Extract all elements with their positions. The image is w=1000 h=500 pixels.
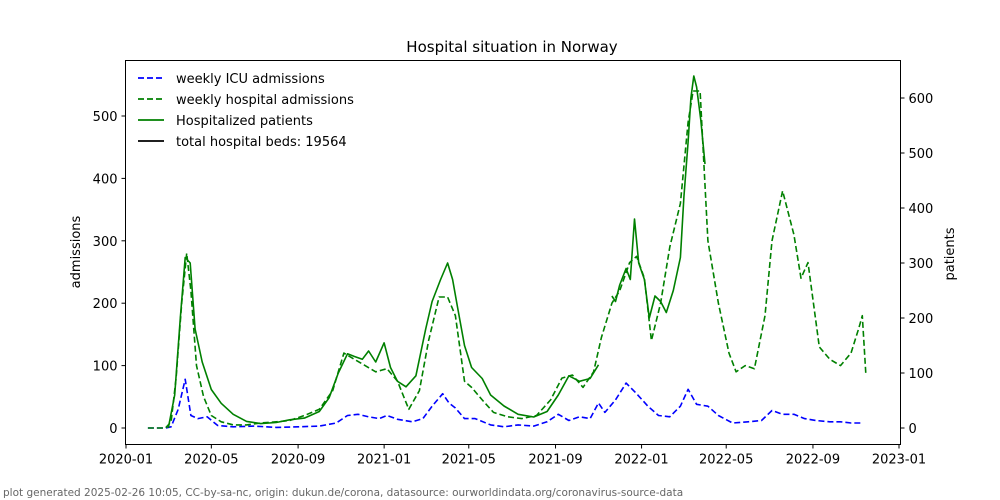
y-left-tick-label: 400 bbox=[93, 172, 118, 187]
legend-label: total hospital beds: 19564 bbox=[176, 135, 347, 150]
y-axis-right: 0 100 200 300 400 500 600 bbox=[900, 92, 934, 437]
x-axis: 2020-01 2020-05 2020-09 2021-01 2021-05 2021-… bbox=[99, 444, 926, 468]
y-left-tick-label: 100 bbox=[93, 360, 118, 375]
y-right-tick-label: 500 bbox=[909, 147, 934, 162]
series-line-2 bbox=[167, 256, 600, 429]
series-line-3 bbox=[611, 75, 706, 319]
x-tick-label: 2022-01 bbox=[614, 453, 668, 468]
legend-label: weekly hospital admissions bbox=[176, 93, 354, 108]
y-right-tick-label: 0 bbox=[909, 422, 917, 437]
legend-label: Hospitalized patients bbox=[176, 114, 313, 129]
y-axis-right-label: patients bbox=[943, 227, 958, 280]
x-tick-label: 2020-09 bbox=[271, 453, 325, 468]
footer-note: plot generated 2025-02-26 10:05, CC-by-s… bbox=[3, 487, 684, 499]
x-tick-label: 2020-01 bbox=[99, 453, 153, 468]
y-left-tick-label: 500 bbox=[93, 110, 118, 125]
y-left-tick-label: 200 bbox=[93, 297, 118, 312]
y-left-tick-label: 0 bbox=[109, 422, 117, 437]
y-right-tick-label: 100 bbox=[909, 367, 934, 382]
y-axis-left-label: admissions bbox=[69, 215, 84, 288]
plot-frame bbox=[125, 60, 901, 445]
legend-label: weekly ICU admissions bbox=[176, 72, 325, 87]
y-right-tick-label: 600 bbox=[909, 92, 934, 107]
x-tick-label: 2021-09 bbox=[528, 453, 582, 468]
x-tick-label: 2023-01 bbox=[872, 453, 926, 468]
y-right-tick-label: 200 bbox=[909, 312, 934, 327]
x-tick-label: 2022-09 bbox=[786, 453, 840, 468]
y-right-tick-label: 300 bbox=[909, 257, 934, 272]
series-line-0 bbox=[147, 378, 863, 429]
chart-title: Hospital situation in Norway bbox=[406, 38, 618, 56]
legend: weekly ICU admissions weekly hospital adm… bbox=[138, 72, 354, 150]
plot-area bbox=[147, 75, 867, 429]
y-left-tick-label: 300 bbox=[93, 235, 118, 250]
x-tick-label: 2021-05 bbox=[442, 453, 496, 468]
x-tick-label: 2020-05 bbox=[184, 453, 238, 468]
y-axis-left: 0 100 200 300 400 500 bbox=[93, 110, 126, 437]
x-tick-label: 2021-01 bbox=[357, 453, 411, 468]
x-tick-label: 2022-05 bbox=[699, 453, 753, 468]
y-right-tick-label: 400 bbox=[909, 202, 934, 217]
